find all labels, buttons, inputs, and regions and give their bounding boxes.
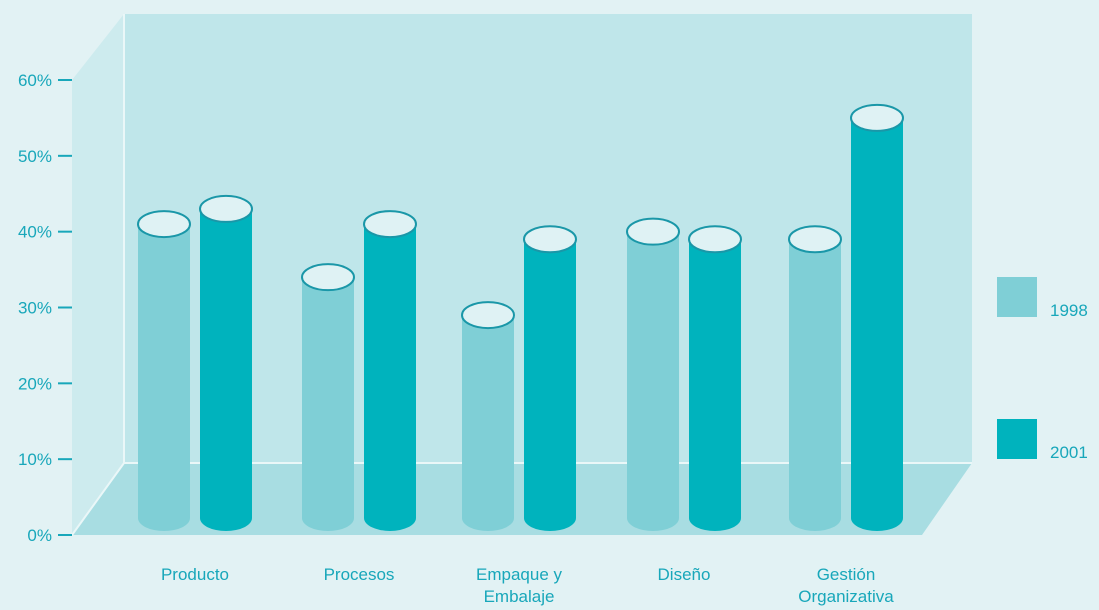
x-category-label: Empaque y Embalaje bbox=[476, 565, 562, 606]
x-category-label: Diseño bbox=[658, 565, 711, 584]
x-category-label-line: Diseño bbox=[658, 565, 711, 584]
bar-body bbox=[851, 117, 903, 532]
bar-top-cap bbox=[523, 225, 577, 254]
bar-top-cap bbox=[363, 210, 417, 239]
bar-cylinder bbox=[626, 217, 680, 531]
bar-cylinder bbox=[199, 194, 253, 531]
bar-top-cap bbox=[626, 217, 680, 246]
bar-body bbox=[200, 208, 252, 531]
legend-label: 2001 bbox=[1050, 443, 1088, 462]
bar-top-cap bbox=[301, 263, 355, 292]
legend-label: 1998 bbox=[1050, 301, 1088, 320]
bar-top-cap bbox=[199, 194, 253, 223]
bar-cylinder bbox=[461, 301, 515, 531]
x-category-label-line: Embalaje bbox=[484, 587, 555, 606]
x-category-label: Producto bbox=[161, 565, 229, 584]
bar-body bbox=[302, 277, 354, 531]
y-tick-label: 20% bbox=[18, 374, 52, 393]
bar-body bbox=[524, 239, 576, 531]
bar-cylinder bbox=[688, 225, 742, 531]
bar-top-cap bbox=[850, 103, 904, 132]
x-category-label: Gestión Organizativa bbox=[798, 565, 894, 606]
y-tick-label: 30% bbox=[18, 299, 52, 318]
bar-cylinder bbox=[137, 210, 191, 532]
bar-cylinder bbox=[363, 210, 417, 531]
bar-body bbox=[364, 224, 416, 531]
bar-body bbox=[138, 224, 190, 532]
x-category-label-line: Gestión bbox=[817, 565, 876, 584]
x-category-label-line: Producto bbox=[161, 565, 229, 584]
bar-top-cap bbox=[461, 301, 515, 330]
bar-top-cap bbox=[137, 210, 191, 239]
bar-top-cap bbox=[788, 225, 842, 254]
floor bbox=[72, 463, 972, 535]
bar-body bbox=[462, 315, 514, 531]
y-tick-label: 0% bbox=[27, 526, 52, 545]
bar-cylinder bbox=[523, 225, 577, 531]
y-tick-label: 40% bbox=[18, 223, 52, 242]
x-category-label-line: Organizativa bbox=[798, 587, 894, 606]
bar-cylinder bbox=[788, 225, 842, 531]
legend-swatch bbox=[997, 419, 1037, 459]
y-tick-label: 60% bbox=[18, 71, 52, 90]
bar-body bbox=[689, 239, 741, 531]
y-tick-label: 10% bbox=[18, 450, 52, 469]
side-wall bbox=[72, 14, 124, 535]
bar-body bbox=[789, 239, 841, 531]
x-category-label: Procesos bbox=[324, 565, 395, 584]
x-category-label-line: Procesos bbox=[324, 565, 395, 584]
bar-cylinder bbox=[301, 263, 355, 531]
bar-body bbox=[627, 231, 679, 531]
x-category-label-line: Empaque y bbox=[476, 565, 562, 584]
legend-swatch bbox=[997, 277, 1037, 317]
y-tick-label: 50% bbox=[18, 147, 52, 166]
bar-top-cap bbox=[688, 225, 742, 254]
bar-cylinder bbox=[850, 103, 904, 532]
